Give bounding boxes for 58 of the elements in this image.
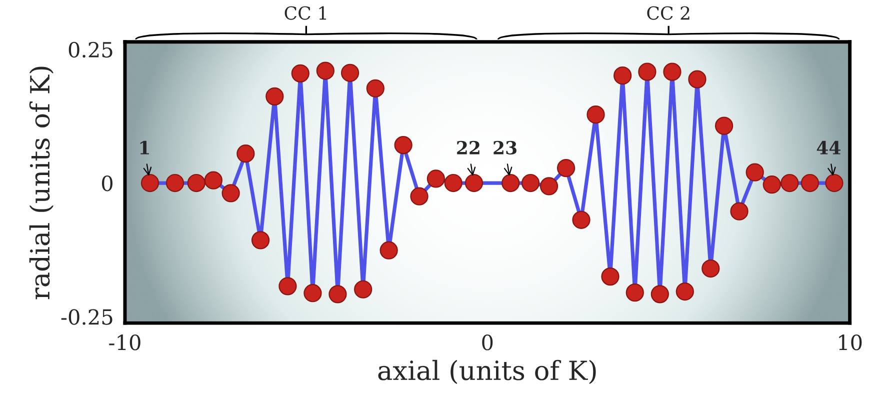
y-tick-label: 0.25 [68,42,112,58]
x-tick-label: 0 [482,334,493,350]
point [464,174,484,192]
point [166,174,184,192]
point [638,62,656,81]
point [236,144,255,163]
point [187,174,206,192]
point [394,136,412,154]
point [354,280,372,298]
point [780,174,799,192]
y-axis-title: radial (units of K) [29,66,54,300]
point [556,158,576,178]
point [426,170,445,188]
point [800,174,820,192]
point [614,66,632,85]
point [380,241,398,260]
point [291,64,310,82]
point [702,259,720,278]
point [650,285,669,304]
x-tick-label: 10 [839,334,862,350]
point [825,174,844,192]
point [204,171,222,190]
point [316,62,334,80]
point [746,163,764,182]
point [366,79,384,98]
point [730,202,748,220]
point [251,231,270,250]
text: CC 2 [647,6,690,20]
x-axis-title: axial (units of K) [378,360,596,384]
annotation: 23 [494,140,516,155]
annotation: 44 [816,140,840,154]
point [572,210,590,229]
point [714,116,734,135]
point [502,174,520,192]
point [328,285,347,304]
point [688,70,706,88]
text: CC 1 [284,6,326,20]
point [444,174,462,192]
point [601,267,620,286]
point [586,106,605,124]
point [304,284,322,302]
point [222,184,240,202]
annotation: 22 [457,140,480,154]
point [410,187,428,206]
point [762,176,781,194]
annotation: 1 [140,140,149,154]
point [540,177,558,196]
point [278,277,297,296]
point [521,174,540,192]
x-tick-label: -10 [109,334,140,350]
y-tick-label: 0 [102,175,112,192]
point [663,62,682,81]
point [340,64,360,82]
point [676,282,694,301]
point [626,284,644,302]
y-tick-label: -0.25 [61,309,112,325]
point [140,174,160,192]
point [266,87,284,106]
